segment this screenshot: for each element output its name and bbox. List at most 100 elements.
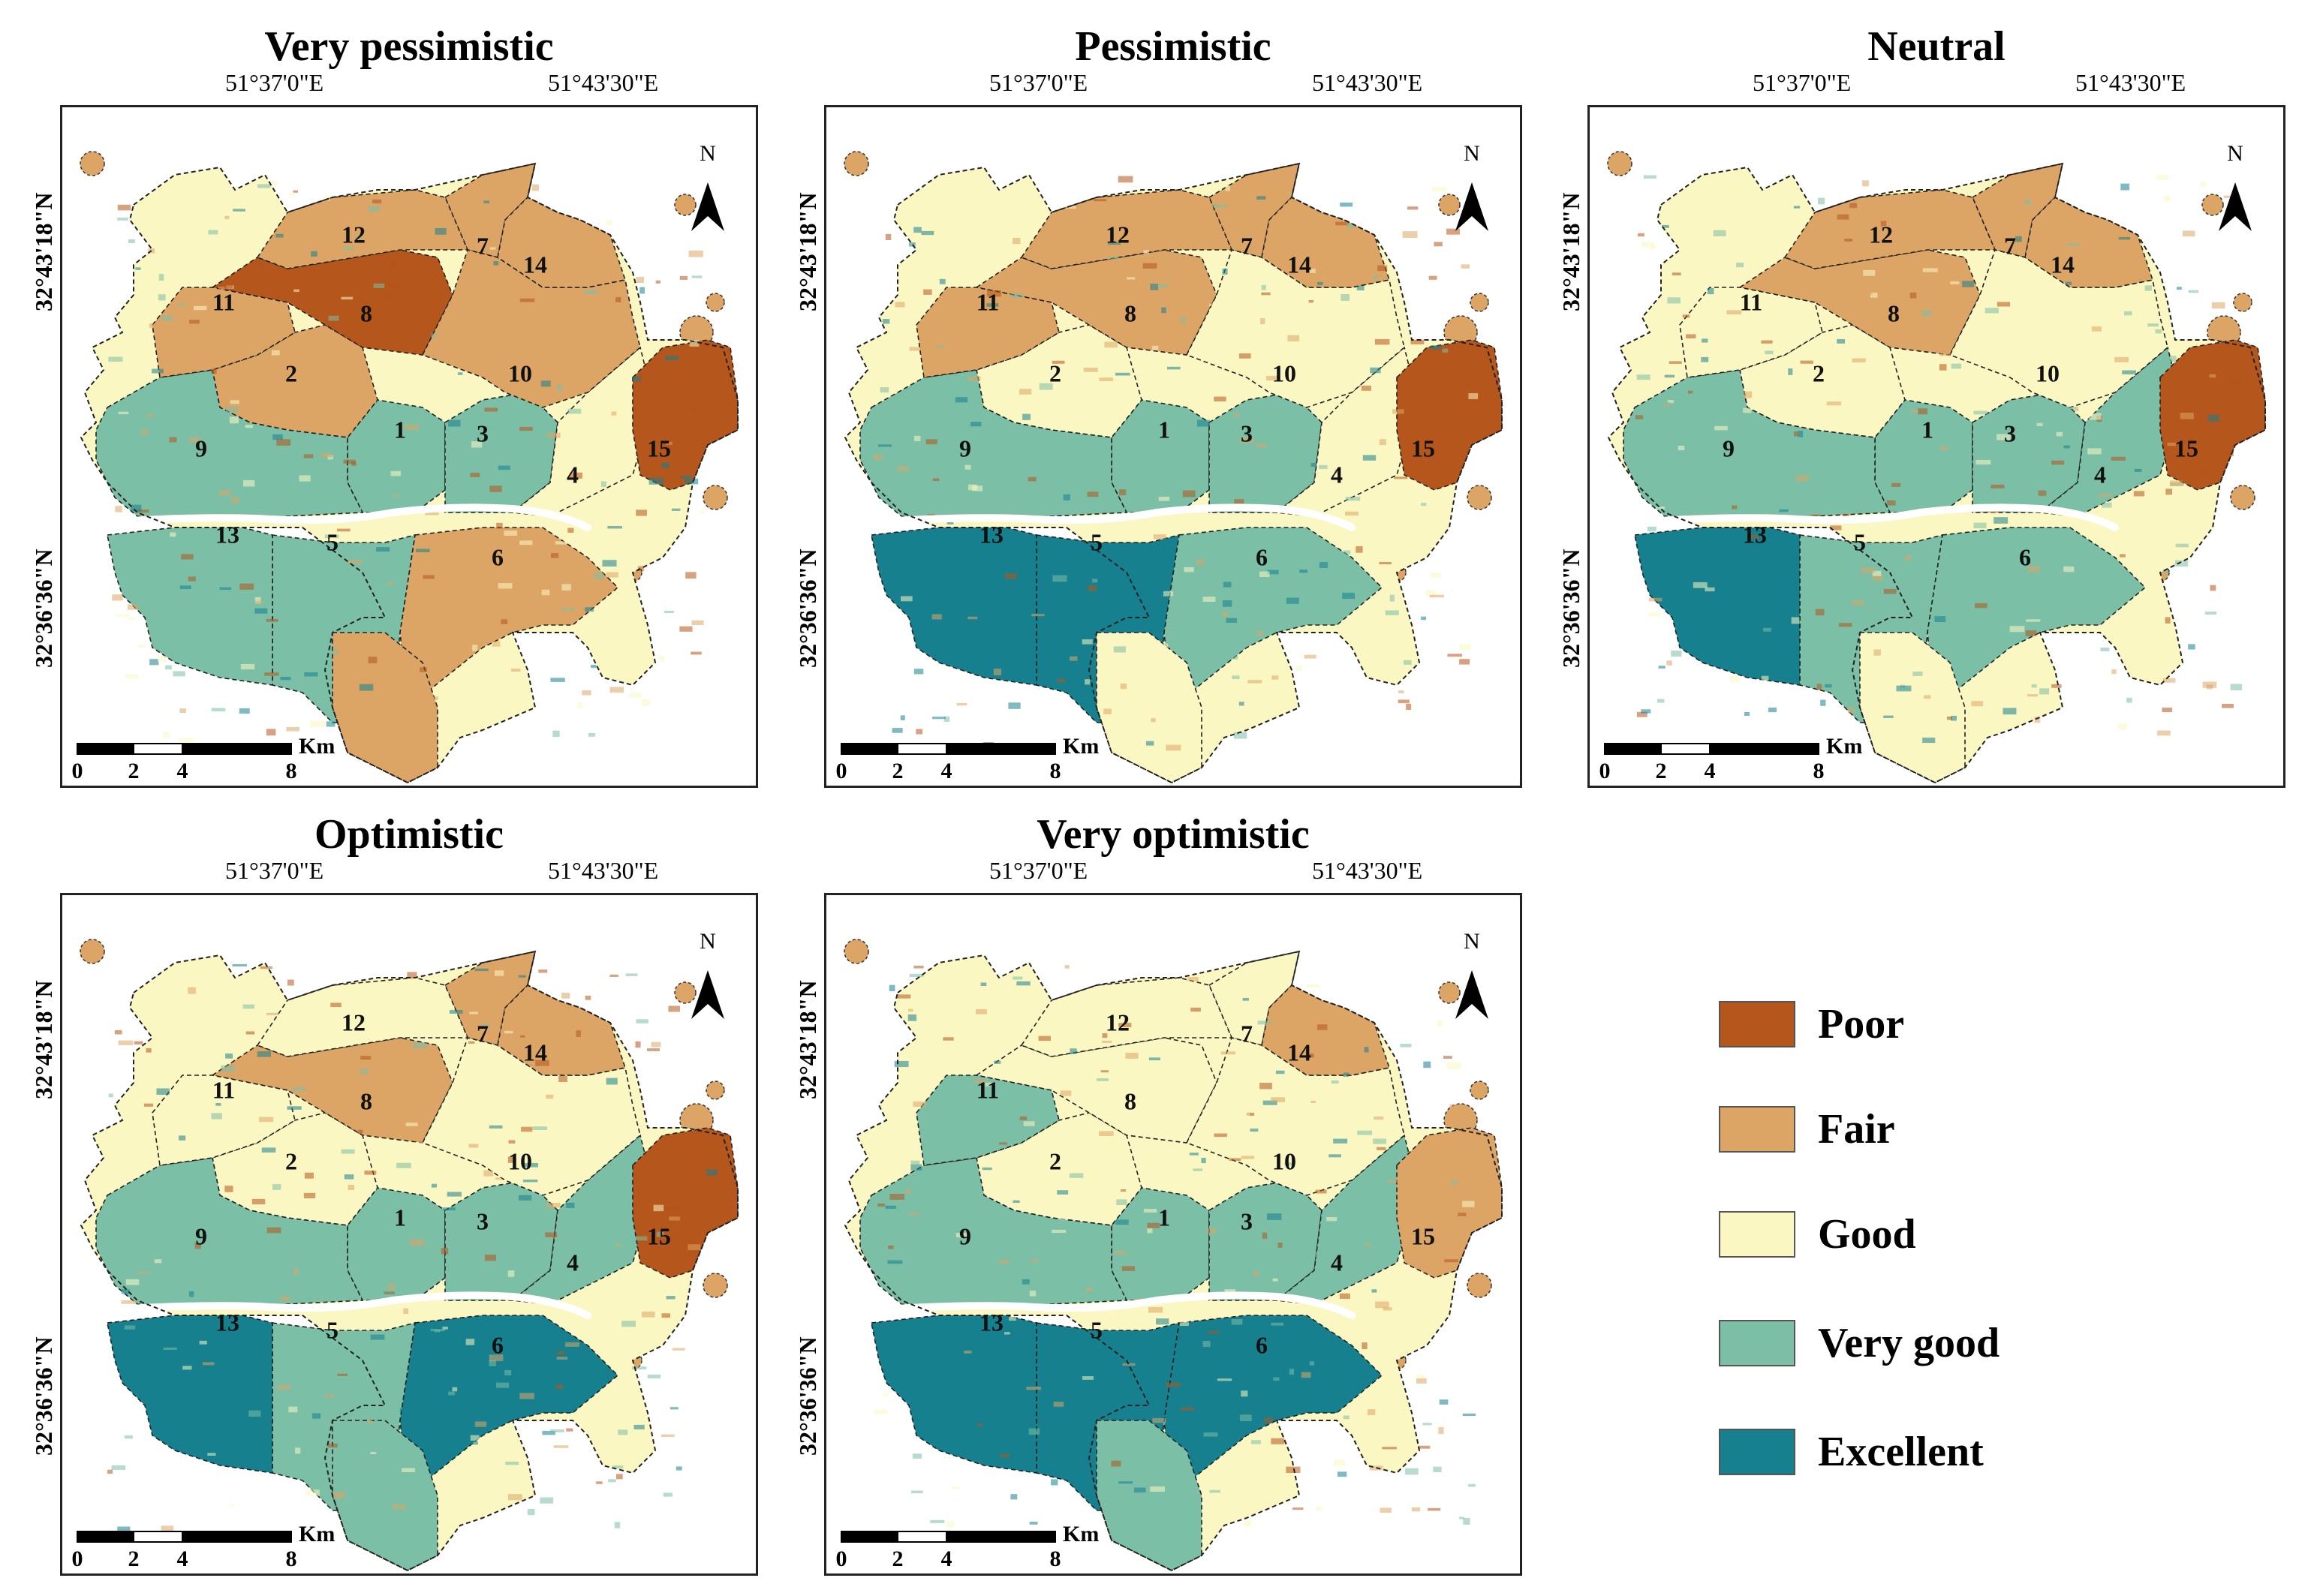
texture-speckle [661, 1434, 675, 1437]
district-zone-12 [256, 189, 469, 269]
texture-speckle [200, 1292, 210, 1296]
texture-speckle [1037, 1313, 1049, 1318]
texture-speckle [699, 510, 706, 514]
texture-speckle [1271, 1322, 1284, 1326]
texture-speckle [431, 1183, 437, 1188]
texture-speckle [489, 1354, 504, 1362]
texture-speckle [324, 534, 339, 539]
texture-speckle [2188, 644, 2195, 650]
texture-speckle [970, 401, 980, 407]
texture-speckle [980, 1107, 993, 1111]
texture-speckle [1800, 360, 1813, 364]
texture-speckle [224, 215, 230, 219]
texture-speckle [2065, 281, 2072, 285]
district-label: 10 [2036, 359, 2060, 387]
texture-speckle [472, 645, 478, 651]
texture-speckle [386, 260, 396, 267]
texture-speckle [505, 1461, 519, 1465]
texture-speckle [1243, 236, 1255, 241]
district-label: 4 [2094, 461, 2106, 488]
texture-speckle [1825, 684, 1832, 688]
texture-speckle [946, 1520, 955, 1528]
legend: Poor Fair Good Very good Excellent [1719, 998, 2169, 1493]
district-zone-8 [974, 249, 1217, 356]
district-label: 9 [1723, 434, 1735, 462]
texture-speckle [245, 425, 253, 428]
texture-speckle [1375, 1301, 1389, 1309]
texture-speckle [326, 1443, 338, 1448]
scale-bar-segment [133, 1531, 183, 1543]
scale-tick-label: 2 [892, 759, 904, 783]
texture-speckle [1761, 675, 1769, 681]
texture-speckle [1116, 1199, 1127, 1205]
texture-speckle [1133, 1487, 1146, 1493]
texture-speckle [1241, 1156, 1255, 1159]
texture-speckle [637, 566, 644, 572]
texture-speckle [1927, 478, 1942, 482]
texture-speckle [1118, 176, 1133, 183]
texture-speckle [1070, 1471, 1079, 1476]
texture-speckle [304, 672, 318, 677]
texture-speckle [414, 999, 423, 1005]
texture-speckle [2072, 408, 2079, 411]
texture-speckle [1951, 363, 1961, 369]
district-label: 13 [979, 1309, 1004, 1336]
texture-speckle [152, 368, 164, 374]
texture-speckle [964, 464, 971, 470]
texture-speckle [1119, 489, 1127, 496]
district-label: 6 [492, 1331, 504, 1359]
texture-speckle [913, 965, 924, 969]
texture-speckle [1446, 228, 1460, 235]
texture-speckle [393, 494, 399, 497]
district-label: 14 [523, 1038, 547, 1066]
texture-speckle [615, 296, 621, 302]
texture-speckle [687, 408, 699, 411]
texture-speckle [961, 1300, 968, 1303]
texture-speckle [1202, 1341, 1211, 1348]
texture-speckle [178, 738, 194, 743]
district-label: 15 [647, 1222, 671, 1250]
texture-speckle [1013, 976, 1023, 980]
texture-speckle [252, 548, 258, 554]
texture-speckle [2204, 612, 2217, 615]
texture-speckle [1008, 702, 1021, 709]
texture-speckle [1857, 214, 1864, 220]
texture-speckle [669, 1216, 681, 1221]
texture-speckle [156, 1088, 170, 1095]
texture-speckle [2131, 443, 2143, 446]
texture-speckle [874, 454, 883, 461]
texture-speckle [476, 1050, 491, 1056]
texture-speckle [880, 387, 889, 393]
texture-speckle [1028, 1428, 1040, 1435]
texture-speckle [888, 1245, 894, 1249]
texture-speckle [692, 1118, 699, 1123]
scale-bar-segment [77, 743, 134, 755]
texture-speckle [1126, 277, 1136, 280]
scale-unit-label: Km [1063, 1522, 1100, 1546]
longitude-label: 51°37'0"E [989, 69, 1088, 96]
texture-speckle [556, 385, 563, 391]
texture-speckle [653, 1204, 664, 1212]
texture-speckle [567, 408, 582, 414]
texture-speckle [115, 506, 122, 512]
texture-speckle [1031, 614, 1045, 617]
texture-speckle [1389, 594, 1395, 602]
texture-speckle [351, 461, 357, 466]
texture-speckle [1468, 392, 1479, 399]
texture-speckle [1860, 567, 1875, 573]
texture-speckle [173, 671, 185, 677]
texture-speckle [492, 641, 501, 647]
district-label: 2 [1049, 1147, 1061, 1175]
texture-speckle [1672, 272, 1681, 275]
texture-speckle [248, 207, 254, 211]
texture-speckle [1100, 1070, 1109, 1073]
texture-speckle [1788, 368, 1793, 375]
texture-speckle [1022, 413, 1031, 420]
texture-speckle [1847, 707, 1855, 714]
texture-speckle [932, 717, 946, 720]
district-label: 5 [326, 528, 339, 556]
texture-speckle [967, 376, 981, 381]
texture-speckle [1156, 1318, 1169, 1325]
texture-speckle [1820, 699, 1826, 706]
texture-speckle [706, 1169, 718, 1176]
